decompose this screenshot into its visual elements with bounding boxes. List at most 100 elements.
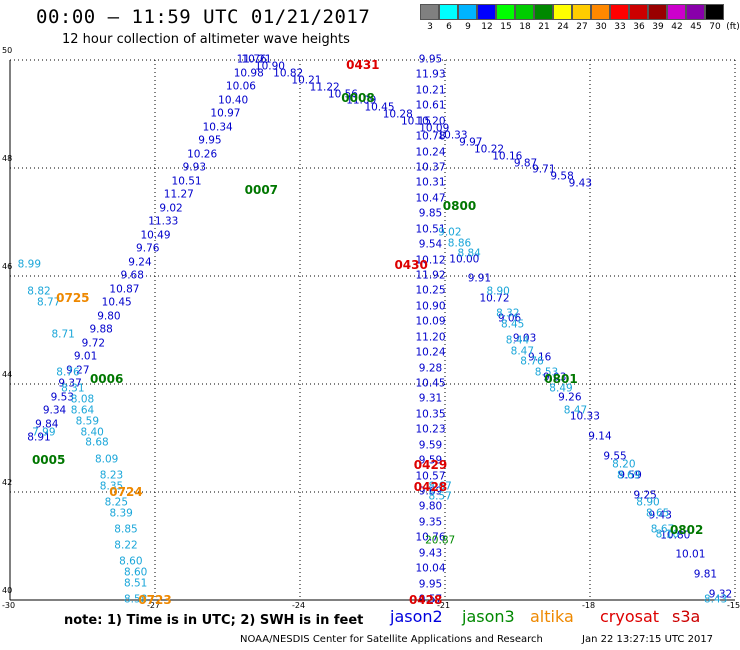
scale-label: 36 bbox=[633, 22, 645, 32]
swh-value: 10.26 bbox=[187, 148, 218, 160]
swh-value: 10.35 bbox=[415, 408, 446, 421]
swh-value: 10.51 bbox=[171, 175, 202, 187]
swh-value: 9.72 bbox=[81, 337, 106, 349]
swh-value-low: 8.68 bbox=[85, 436, 109, 449]
swh-value: 10.12 bbox=[415, 254, 446, 267]
lat-tick-label: 44 bbox=[2, 370, 13, 379]
swh-value: 10.37 bbox=[415, 161, 446, 174]
scale-label: 12 bbox=[481, 22, 493, 32]
pass-time-label: 0725 bbox=[56, 290, 90, 305]
swh-value: 10.47 bbox=[415, 192, 446, 205]
swh-value: 10.80 bbox=[660, 529, 691, 542]
scale-swatch bbox=[667, 4, 686, 20]
swh-value: 10.49 bbox=[140, 229, 171, 241]
scale-swatch bbox=[686, 4, 705, 20]
swh-value: 10.40 bbox=[218, 94, 249, 106]
swh-value-low: 8.99 bbox=[17, 258, 42, 271]
lat-tick-label: 50 bbox=[2, 46, 13, 55]
swh-value: 9.81 bbox=[693, 568, 718, 581]
swh-value: 10.90 bbox=[415, 300, 446, 313]
swh-value: 11.93 bbox=[415, 68, 446, 81]
pass-time-label: 0005 bbox=[31, 452, 66, 467]
swh-value: 11.22 bbox=[309, 81, 340, 94]
swh-value: 9.26 bbox=[558, 391, 582, 404]
swh-value-low: 8.69 bbox=[616, 469, 641, 482]
swh-value: 9.16 bbox=[527, 351, 552, 364]
swh-value: 9.43 bbox=[418, 547, 443, 560]
swh-value: 10.87 bbox=[109, 283, 140, 295]
swh-value: 9.14 bbox=[588, 430, 612, 443]
scale-swatch bbox=[648, 4, 667, 20]
timestamp-text: Jan 22 13:27:15 UTC 2017 bbox=[582, 634, 714, 645]
page-subtitle: 12 hour collection of altimeter wave hei… bbox=[62, 32, 350, 47]
swh-value-low: 8.67 bbox=[428, 480, 452, 493]
swh-value: 9.32 bbox=[708, 588, 733, 601]
pass-time-label: 0800 bbox=[442, 198, 477, 213]
pass-time-label: 0428 bbox=[408, 593, 443, 607]
swh-value-low: 8.60 bbox=[119, 555, 143, 568]
swh-value-low: 8.64 bbox=[70, 404, 95, 417]
swh-value: 10.15 bbox=[400, 115, 432, 128]
swh-value-low: 8.86 bbox=[447, 237, 472, 250]
swh-value: 10.51 bbox=[415, 223, 446, 236]
swh-value-low: 8.39 bbox=[109, 507, 133, 520]
scale-label: 9 bbox=[465, 22, 471, 32]
swh-value: 10.33 bbox=[437, 129, 468, 142]
swh-value-low: 8.09 bbox=[94, 453, 119, 466]
swh-value: 9.69 bbox=[418, 485, 443, 498]
swh-value: 9.87 bbox=[513, 157, 538, 169]
swh-value: 10.61 bbox=[415, 99, 446, 112]
swh-value-low: 8.47 bbox=[563, 404, 588, 417]
lon-tick-label: -24 bbox=[292, 601, 306, 610]
lat-tick-label: 42 bbox=[2, 478, 13, 487]
swh-value: 9.25 bbox=[633, 489, 657, 502]
swh-value: 11.76 bbox=[236, 53, 267, 66]
swh-value-high: 20.87 bbox=[425, 534, 456, 547]
swh-value: 10.28 bbox=[382, 108, 413, 121]
swh-value: 9.95 bbox=[418, 53, 443, 66]
swh-value: 10.23 bbox=[415, 423, 446, 436]
legend-s3a: s3a bbox=[672, 607, 701, 626]
swh-value: 10.16 bbox=[492, 150, 523, 163]
scale-swatch bbox=[572, 4, 591, 20]
swh-value: 11.33 bbox=[148, 215, 179, 228]
swh-value-low: 8.16 bbox=[655, 528, 680, 541]
swh-value: 10.24 bbox=[415, 346, 446, 359]
scale-swatch bbox=[477, 4, 496, 20]
scale-label: 18 bbox=[519, 22, 531, 32]
swh-value: 9.24 bbox=[128, 256, 152, 268]
swh-value: 9.97 bbox=[459, 136, 483, 149]
scale-swatch bbox=[439, 4, 458, 20]
swh-value: 9.27 bbox=[66, 364, 90, 376]
swh-value-low: 8.44 bbox=[505, 334, 530, 347]
swh-value-low: 8.22 bbox=[114, 539, 138, 552]
swh-value: 10.24 bbox=[415, 146, 446, 159]
swh-value-low: 8.51 bbox=[123, 577, 148, 590]
scale-label: 30 bbox=[595, 22, 607, 32]
scale-swatch bbox=[553, 4, 572, 20]
swh-value-low: 8.57 bbox=[428, 490, 452, 503]
swh-value: 9.84 bbox=[35, 418, 59, 430]
swh-value: 9.54 bbox=[418, 238, 443, 251]
pass-time-label: 0428 bbox=[413, 479, 448, 494]
pass-time-label: 0008 bbox=[341, 90, 375, 105]
swh-value: 9.34 bbox=[42, 404, 67, 417]
swh-value: 9.95 bbox=[198, 134, 222, 147]
swh-value: 10.21 bbox=[291, 74, 322, 87]
page-title: 00:00 – 11:59 UTC 01/21/2017 bbox=[36, 6, 371, 28]
swh-value: 10.06 bbox=[225, 80, 256, 93]
pass-time-label: 0802 bbox=[669, 522, 704, 537]
swh-value-low: 8.31 bbox=[61, 382, 85, 395]
swh-value-low: 7.99 bbox=[32, 426, 56, 439]
swh-value: 9.88 bbox=[89, 323, 113, 336]
swh-value-low: 8.85 bbox=[114, 523, 138, 536]
pass-time-label: 0801 bbox=[544, 371, 578, 386]
swh-value: 9.02 bbox=[159, 202, 183, 214]
swh-value: 10.90 bbox=[254, 60, 285, 73]
swh-value-low: 8.20 bbox=[612, 458, 636, 471]
scale-label: 3 bbox=[427, 22, 433, 32]
scale-label: 24 bbox=[557, 22, 569, 32]
scale-label: 45 bbox=[690, 22, 702, 32]
swh-value: 10.00 bbox=[449, 253, 480, 266]
